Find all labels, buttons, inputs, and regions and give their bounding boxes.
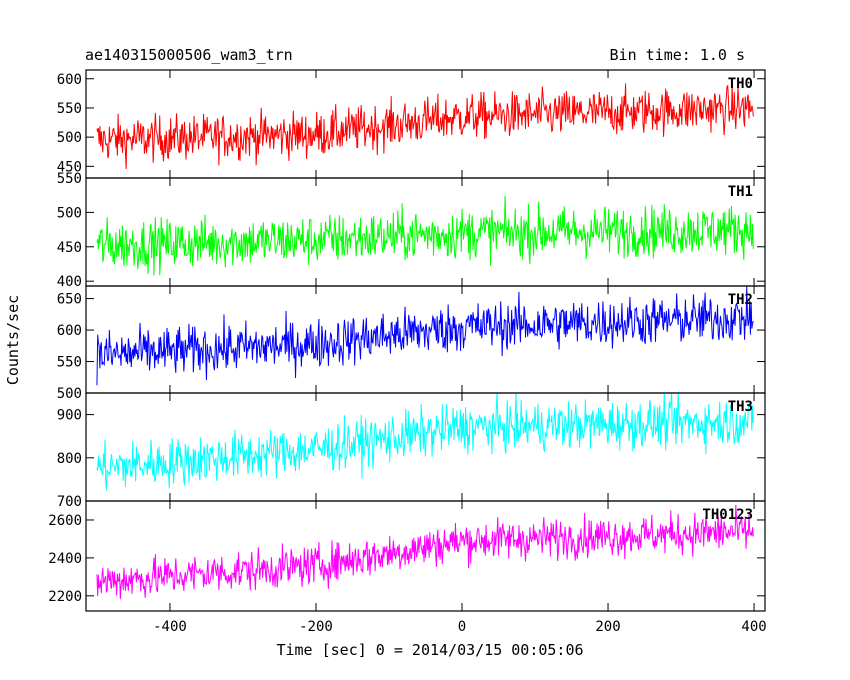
y-tick-label: 700 — [57, 494, 82, 510]
panel-label: TH3 — [728, 399, 753, 415]
y-axis-label: Counts/sec — [4, 295, 22, 385]
y-tick-label: 600 — [57, 323, 82, 339]
x-tick-label: 200 — [595, 619, 620, 635]
y-tick-label: 550 — [57, 101, 82, 117]
y-tick-label: 900 — [57, 408, 82, 424]
y-tick-label: 550 — [57, 355, 82, 371]
y-tick-label: 550 — [57, 171, 82, 187]
y-tick-label: 450 — [57, 159, 82, 175]
panel-label: TH0 — [728, 76, 753, 92]
panel-label: TH1 — [728, 184, 753, 200]
x-tick-label: 0 — [458, 619, 466, 635]
panel-label: TH2 — [728, 292, 753, 308]
x-tick-label: 400 — [741, 619, 766, 635]
y-tick-label: 2400 — [48, 551, 82, 567]
x-tick-label: -400 — [153, 619, 187, 635]
y-tick-label: 500 — [57, 205, 82, 221]
series-line-th0123 — [96, 504, 754, 600]
y-tick-label: 2200 — [48, 589, 82, 605]
panel-th1: 400 450 500 550 TH1 — [57, 171, 766, 290]
series-line-th2 — [96, 286, 754, 386]
panel-th3: 700 800 900 TH3 — [57, 392, 766, 510]
y-tick-label: 600 — [57, 72, 82, 88]
panel-th0123: 2200 2400 2600 TH0123 — [48, 500, 766, 612]
series-line-th3 — [96, 393, 754, 491]
y-tick-label: 500 — [57, 130, 82, 146]
panel-frame — [85, 500, 766, 612]
y-tick-label: 2600 — [48, 513, 82, 529]
y-tick-label: 500 — [57, 386, 82, 402]
series-line-th0 — [96, 82, 754, 170]
panels-group: 450 500 550 600 TH0 400 450 500 550 TH1 500 550 600 6… — [48, 69, 767, 635]
panel-label: TH0123 — [702, 507, 753, 523]
y-tick-label: 400 — [57, 274, 82, 290]
panel-th0: 450 500 550 600 TH0 — [57, 69, 766, 179]
y-tick-label: 450 — [57, 240, 82, 256]
chart-title: ae140315000506_wam3_trn — [85, 46, 293, 64]
x-axis-label: Time [sec] 0 = 2014/03/15 00:05:06 — [276, 641, 583, 659]
y-tick-label: 650 — [57, 292, 82, 308]
y-tick-label: 800 — [57, 451, 82, 467]
bin-time-label: Bin time: 1.0 s — [610, 46, 745, 64]
x-tick-label: -200 — [299, 619, 333, 635]
series-line-th1 — [96, 195, 754, 276]
panel-th2: 500 550 600 650 TH2 — [57, 285, 766, 402]
